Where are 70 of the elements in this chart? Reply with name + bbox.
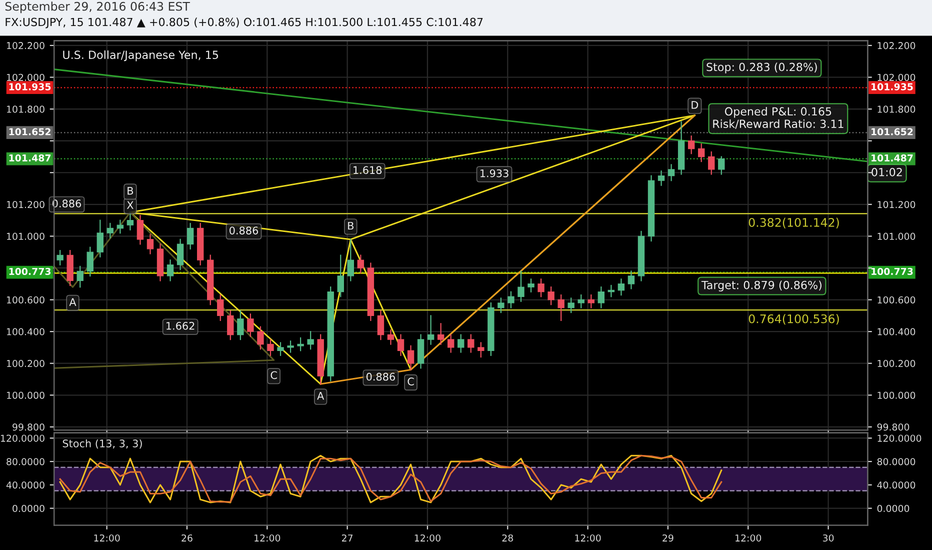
y2-tick-label: 99.800 xyxy=(877,424,910,431)
text: 101.487 xyxy=(872,154,913,162)
text: 101.652 xyxy=(872,128,913,136)
y2-tick-label: 80.0000 xyxy=(877,458,916,466)
x-tick-label: 12:00 xyxy=(575,534,601,542)
x-tick-label: 27 xyxy=(342,534,353,542)
annotation: U.S. Dollar/Japanese Yen, 15 xyxy=(63,50,218,62)
annotation: 0.886 xyxy=(52,200,82,208)
ref-line-label: 101.487 xyxy=(9,154,51,162)
chart-title: September 29, 2016 06:43 EST xyxy=(5,2,190,14)
x-tick-label: 26 xyxy=(182,534,192,542)
y2-tick-label: 102.000 xyxy=(878,74,916,81)
annotation: A xyxy=(317,392,324,400)
annotation: X xyxy=(126,201,134,209)
y-tick-label: 100.000 xyxy=(7,392,44,399)
annotation: 1.662 xyxy=(166,322,194,330)
x-tick-label: 12:00 xyxy=(254,534,280,542)
y-tick-label: 102.000 xyxy=(7,74,44,81)
annotation: 0.886 xyxy=(366,372,395,381)
y2-tick-label: 100.200 xyxy=(878,360,916,368)
chart-subtitle: FX:USDJPY, 15 101.487 ▲ +0.805 (+0.8%) O:101.465 H:101.500 L:101.455 C:101.487 xyxy=(6,18,483,28)
x-tick-label: 12:00 xyxy=(414,534,440,542)
annotation: 1.618 xyxy=(354,166,382,174)
y2-tick-label: 100.000 xyxy=(878,392,916,399)
y2-tick-label: 120.0000 xyxy=(878,434,922,442)
x-tick-label: 12:00 xyxy=(94,534,120,542)
annotation: D xyxy=(692,101,698,109)
y2-tick-label: 101.800 xyxy=(878,106,916,113)
annotation: C xyxy=(408,378,414,386)
y2-tick-label: 102.200 xyxy=(878,42,916,50)
text: 01:02 xyxy=(872,168,902,176)
y-tick-label: 40.0000 xyxy=(6,481,44,489)
annotation: Target: 0.879 (0.86%) xyxy=(701,280,822,292)
x-tick-label: 12:00 xyxy=(736,534,762,542)
x-tick-label: 30 xyxy=(822,534,834,542)
ref-line-label: 0.764(100.536) xyxy=(748,314,839,325)
y-tick-label: 0.0000 xyxy=(12,504,44,512)
ref-line-label: 101.652 xyxy=(9,128,50,136)
y2-tick-label: 0.0000 xyxy=(877,504,910,512)
y-tick-label: 80.0000 xyxy=(6,458,44,466)
y2-tick-label: 40.0000 xyxy=(877,481,916,489)
y2-tick-label: 100.600 xyxy=(878,296,916,304)
y-tick-label: 120.0000 xyxy=(1,434,44,442)
y2-tick-label: 100.400 xyxy=(878,328,916,336)
y-tick-label: 100.200 xyxy=(7,360,44,368)
annotation: Opened P&L: 0.165 Risk/Reward Ratio: 3.11 xyxy=(713,106,844,129)
text: Stoch (13, 3, 3) xyxy=(62,439,142,449)
ref-line-label: 0.382(101.142) xyxy=(748,218,839,228)
x-tick-label: 28 xyxy=(502,534,513,542)
y-tick-label: 100.600 xyxy=(7,296,44,304)
annotation: 0.886 xyxy=(230,226,258,234)
annotation: B xyxy=(348,222,354,230)
annotation: 1.933 xyxy=(480,169,508,178)
x-tick-label: 29 xyxy=(662,534,674,542)
y2-tick-label: 101.200 xyxy=(878,200,916,208)
y-tick-label: 100.400 xyxy=(7,328,44,336)
y-tick-label: 101.800 xyxy=(7,106,44,113)
ref-line-label: 101.935 xyxy=(9,83,51,90)
annotation: C xyxy=(270,371,277,380)
y-tick-label: 102.200 xyxy=(7,42,44,50)
ref-line-label: 100.773 xyxy=(9,268,51,276)
y-tick-label: 101.000 xyxy=(7,232,44,240)
annotation: Stop: 0.283 (0.28%) xyxy=(706,62,817,74)
y-tick-label: 101.200 xyxy=(7,200,44,208)
annotation: B xyxy=(128,186,134,195)
text: 101.935 xyxy=(872,83,913,90)
y2-tick-label: 101.000 xyxy=(878,232,916,240)
text: 100.773 xyxy=(872,268,913,276)
annotation: A xyxy=(69,298,76,306)
y-tick-label: 99.800 xyxy=(12,424,44,431)
